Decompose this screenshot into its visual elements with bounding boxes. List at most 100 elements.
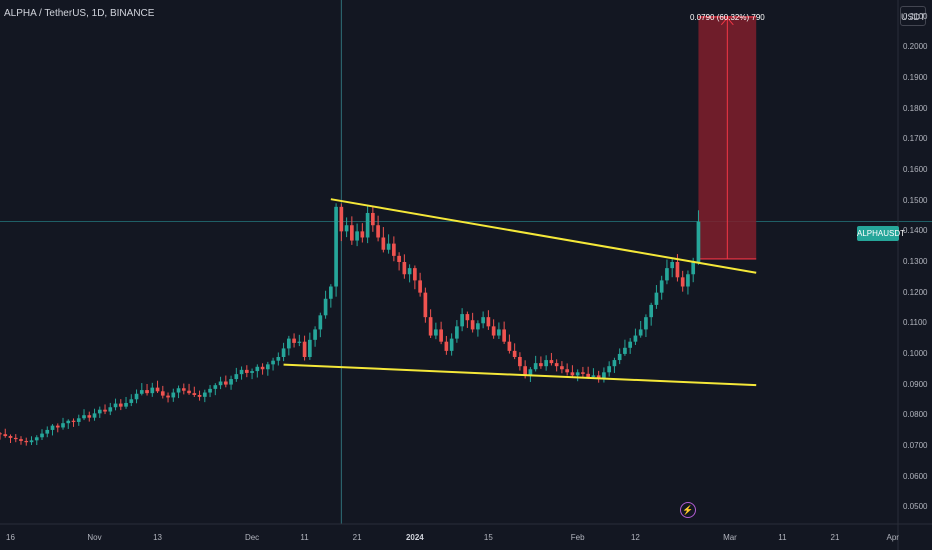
candle-body [533,363,538,370]
candle-body [297,341,302,343]
candle-body [659,280,664,293]
price-axis-tick-label: 0.1500 [903,195,928,205]
price-axis-tick-label: 0.0500 [903,502,928,512]
candle-body [34,437,39,441]
price-axis-tick-label: 0.0800 [903,410,928,420]
upper-trendline [330,198,757,274]
candle-body [187,390,191,394]
candle-body [507,341,512,351]
candle-body [560,366,564,370]
candle-body [644,317,648,330]
candle-body [502,329,506,342]
candle-body [665,268,669,281]
candle-body [239,369,244,375]
candle-body [229,379,233,385]
candle-body [649,304,654,318]
candle-body [392,243,396,256]
candle-body [155,387,160,392]
lower-trendline [283,363,757,387]
price-range-measure-label: 0.0790 (60.32%) 790 [690,13,765,22]
candle-body [402,262,407,275]
candle-body [276,356,281,361]
candle-body [444,341,449,351]
candle-body [307,339,312,357]
candle-body [118,403,123,407]
candle-body [197,394,202,397]
candle-body [97,409,102,414]
candle-body [129,399,134,403]
candle-body [628,341,633,348]
candle-body [334,206,338,287]
candle-body [281,348,286,357]
candle-body [181,388,186,391]
price-axis-tick-label: 0.1200 [903,287,928,297]
candle-body [512,350,517,357]
candle-body [481,317,485,324]
time-axis-tick-label: Nov [87,533,102,542]
candle-body [544,360,548,367]
candle-body [202,392,207,397]
candle-body [87,415,92,418]
currency-unit-button[interactable]: USDT [900,6,926,26]
candle-body [208,388,212,393]
candle-body [486,317,491,327]
time-axis-tick-label: 16 [6,533,15,542]
candle-body [523,366,527,376]
candle-body [355,231,359,241]
chart-title: ALPHA / TetherUS, 1D, BINANCE [4,8,155,19]
candle-body [139,390,144,394]
time-axis-tick-label: Apr [886,533,899,542]
candle-body [554,363,559,367]
candle-body [528,369,533,376]
candle-body [271,360,275,365]
price-axis-tick-label: 0.1900 [903,73,928,83]
candle-body [539,363,543,367]
candle-body [66,420,71,424]
candle-body [460,314,464,327]
candle-body [607,366,612,373]
candle-body [339,206,344,232]
candle-body [292,338,296,343]
candle-body [470,320,475,330]
candle-body [691,262,696,275]
candle-body [255,366,260,372]
candle-body [602,372,606,379]
candle-body [176,388,181,393]
time-axis-tick-label: 21 [352,533,362,542]
candle-body [675,262,680,278]
candle-body [565,369,569,373]
price-axis-tick-label: 0.2000 [903,42,928,52]
candle-body [376,225,380,238]
candle-body [3,434,8,437]
candle-body [313,329,317,340]
candle-body [617,353,622,361]
lightning-icon[interactable]: ⚡ [680,502,696,518]
candle-body [40,433,44,438]
candle-body [329,286,333,299]
candle-body [13,437,18,440]
candle-body [449,338,454,351]
candle-body [439,329,443,342]
candle-body [150,387,155,394]
candle-body [108,407,113,412]
candle-body [428,317,433,336]
candle-body [549,360,554,364]
candle-body [633,335,638,342]
candle-body [491,326,496,336]
candle-body [365,212,370,238]
candle-body [323,298,328,316]
price-axis-tick-label: 0.1600 [903,165,928,175]
candle-body [71,420,76,422]
candle-body [654,292,659,305]
candle-body [61,423,65,428]
candle-body [455,326,459,339]
candle-body [407,268,412,275]
candle-body [397,255,401,262]
candle-body [386,243,391,250]
time-axis-tick-label: Dec [244,533,260,542]
candle-body [696,221,701,262]
candle-body [192,393,197,395]
candle-body [413,268,417,281]
price-axis-tick-label: 0.2100 [903,11,928,21]
